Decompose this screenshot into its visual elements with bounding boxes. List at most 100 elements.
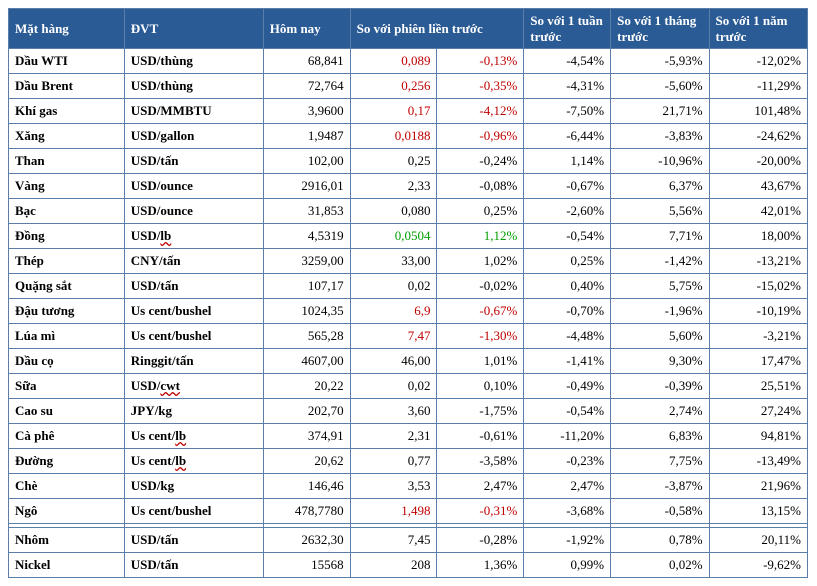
today-value: 4607,00 [263, 349, 350, 374]
commodity-unit: CNY/tấn [124, 249, 263, 274]
commodity-name: Ngô [9, 499, 125, 524]
delta-abs: 2,31 [350, 424, 437, 449]
month-pct: -1,42% [611, 249, 709, 274]
commodity-name: Cao su [9, 399, 125, 424]
delta-abs: 0,17 [350, 99, 437, 124]
commodity-unit: USD/cwt [124, 374, 263, 399]
today-value: 2632,30 [263, 528, 350, 553]
commodity-name: Quặng sắt [9, 274, 125, 299]
year-pct: 21,96% [709, 474, 807, 499]
table-row: VàngUSD/ounce2916,012,33-0,08%-0,67%6,37… [9, 174, 808, 199]
week-pct: -7,50% [524, 99, 611, 124]
today-value: 4,5319 [263, 224, 350, 249]
commodity-unit: USD/thùng [124, 74, 263, 99]
commodity-unit: Us cent/bushel [124, 499, 263, 524]
delta-abs: 3,53 [350, 474, 437, 499]
month-pct: -0,58% [611, 499, 709, 524]
year-pct: -15,02% [709, 274, 807, 299]
delta-pct: -0,35% [437, 74, 524, 99]
commodity-unit: USD/tấn [124, 274, 263, 299]
table-row: Lúa mìUs cent/bushel565,287,47-1,30%-4,4… [9, 324, 808, 349]
month-pct: -1,96% [611, 299, 709, 324]
commodity-unit: USD/gallon [124, 124, 263, 149]
year-pct: 18,00% [709, 224, 807, 249]
commodity-unit: Us cent/bushel [124, 299, 263, 324]
col-today: Hôm nay [263, 9, 350, 49]
today-value: 565,28 [263, 324, 350, 349]
year-pct: 27,24% [709, 399, 807, 424]
year-pct: 42,01% [709, 199, 807, 224]
delta-abs: 0,02 [350, 274, 437, 299]
week-pct: -1,92% [524, 528, 611, 553]
delta-abs: 2,33 [350, 174, 437, 199]
today-value: 107,17 [263, 274, 350, 299]
month-pct: 5,56% [611, 199, 709, 224]
table-row: Quặng sắtUSD/tấn107,170,02-0,02%0,40%5,7… [9, 274, 808, 299]
year-pct: -20,00% [709, 149, 807, 174]
commodity-name: Than [9, 149, 125, 174]
commodity-name: Dầu cọ [9, 349, 125, 374]
commodity-name: Khí gas [9, 99, 125, 124]
month-pct: -10,96% [611, 149, 709, 174]
today-value: 3,9600 [263, 99, 350, 124]
delta-pct: -0,28% [437, 528, 524, 553]
commodity-name: Nhôm [9, 528, 125, 553]
delta-abs: 7,45 [350, 528, 437, 553]
month-pct: 6,83% [611, 424, 709, 449]
week-pct: -6,44% [524, 124, 611, 149]
delta-abs: 0,02 [350, 374, 437, 399]
year-pct: -11,29% [709, 74, 807, 99]
commodity-unit: USD/lb [124, 224, 263, 249]
today-value: 72,764 [263, 74, 350, 99]
commodity-name: Nickel [9, 553, 125, 578]
delta-pct: 0,25% [437, 199, 524, 224]
week-pct: -2,60% [524, 199, 611, 224]
year-pct: 94,81% [709, 424, 807, 449]
commodity-unit: USD/ounce [124, 199, 263, 224]
commodity-name: Xăng [9, 124, 125, 149]
commodity-price-table: Mặt hàng ĐVT Hôm nay So với phiên liền t… [8, 8, 808, 578]
year-pct: 17,47% [709, 349, 807, 374]
delta-pct: -0,67% [437, 299, 524, 324]
week-pct: 0,40% [524, 274, 611, 299]
delta-abs: 0,256 [350, 74, 437, 99]
commodity-name: Lúa mì [9, 324, 125, 349]
table-row: Dầu WTIUSD/thùng68,8410,089-0,13%-4,54%-… [9, 49, 808, 74]
commodity-unit: USD/tấn [124, 528, 263, 553]
delta-pct: -0,24% [437, 149, 524, 174]
today-value: 3259,00 [263, 249, 350, 274]
commodity-name: Thép [9, 249, 125, 274]
table-row: Dầu BrentUSD/thùng72,7640,256-0,35%-4,31… [9, 74, 808, 99]
delta-abs: 0,080 [350, 199, 437, 224]
table-row: Khí gasUSD/MMBTU3,96000,17-4,12%-7,50%21… [9, 99, 808, 124]
table-row: ThanUSD/tấn102,000,25-0,24%1,14%-10,96%-… [9, 149, 808, 174]
month-pct: -5,93% [611, 49, 709, 74]
week-pct: -0,54% [524, 224, 611, 249]
delta-abs: 46,00 [350, 349, 437, 374]
year-pct: -12,02% [709, 49, 807, 74]
today-value: 2916,01 [263, 174, 350, 199]
delta-pct: 1,01% [437, 349, 524, 374]
table-row: Đậu tươngUs cent/bushel1024,356,9-0,67%-… [9, 299, 808, 324]
year-pct: -24,62% [709, 124, 807, 149]
delta-pct: -0,96% [437, 124, 524, 149]
commodity-name: Đậu tương [9, 299, 125, 324]
delta-abs: 6,9 [350, 299, 437, 324]
col-commodity: Mặt hàng [9, 9, 125, 49]
week-pct: 2,47% [524, 474, 611, 499]
table-body: Dầu WTIUSD/thùng68,8410,089-0,13%-4,54%-… [9, 49, 808, 578]
delta-abs: 0,0188 [350, 124, 437, 149]
table-row: Dầu cọRinggit/tấn4607,0046,001,01%-1,41%… [9, 349, 808, 374]
today-value: 102,00 [263, 149, 350, 174]
commodity-unit: Us cent/bushel [124, 324, 263, 349]
commodity-unit: JPY/kg [124, 399, 263, 424]
commodity-unit: USD/MMBTU [124, 99, 263, 124]
delta-pct: -0,61% [437, 424, 524, 449]
commodity-name: Vàng [9, 174, 125, 199]
week-pct: -4,48% [524, 324, 611, 349]
year-pct: -13,49% [709, 449, 807, 474]
table-row: ĐườngUs cent/lb20,620,77-3,58%-0,23%7,75… [9, 449, 808, 474]
today-value: 1,9487 [263, 124, 350, 149]
year-pct: -9,62% [709, 553, 807, 578]
week-pct: 1,14% [524, 149, 611, 174]
